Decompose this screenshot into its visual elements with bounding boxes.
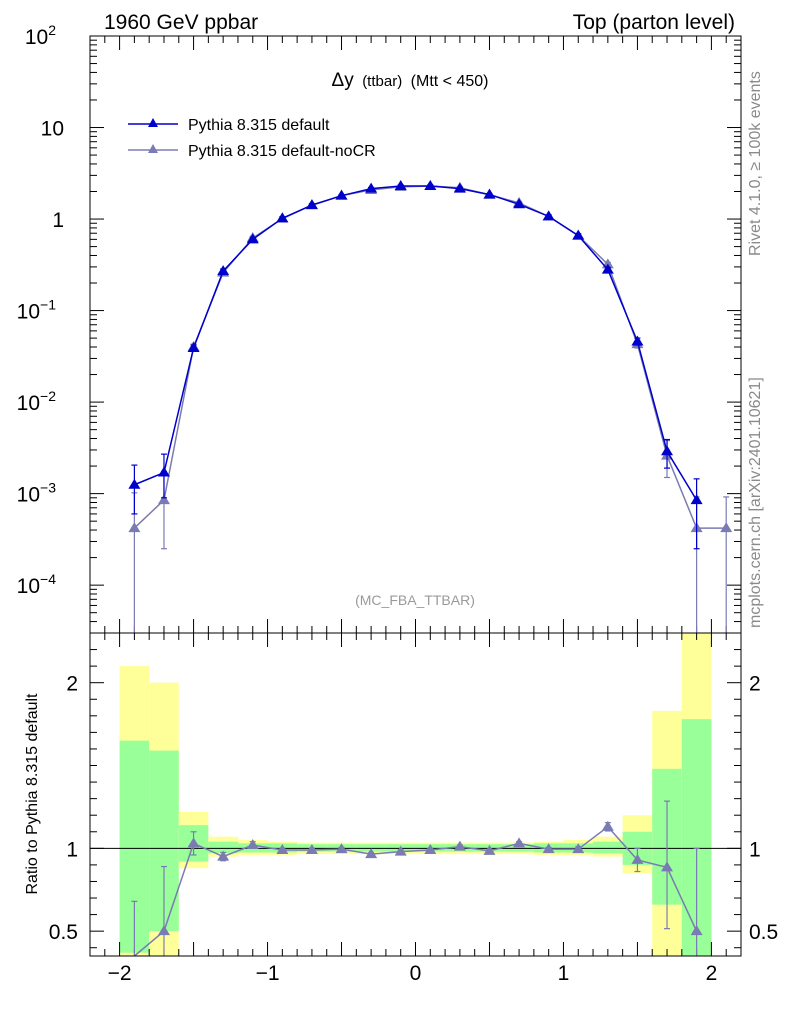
mcplots-label: mcplots.cern.ch [arXiv:2401.10621] (747, 377, 764, 628)
main-point-default (276, 212, 289, 223)
main-line-default (134, 185, 698, 501)
ratio-point (690, 925, 703, 936)
main-point-nocr (157, 494, 170, 505)
ratio-ytick-label-right: 0.5 (749, 921, 778, 944)
main-point-default (335, 189, 348, 200)
ratio-band-inner (208, 841, 238, 854)
main-ytick-label: 10−3 (17, 480, 57, 507)
ratio-series (131, 800, 703, 957)
main-ytick-label: 102 (25, 22, 56, 49)
header-left: 1960 GeV ppbar (104, 11, 258, 34)
ratio-ytick-label-right: 1 (749, 838, 761, 861)
ratio-point (661, 861, 674, 872)
ratio-point (424, 843, 437, 854)
legend-marker-default (148, 118, 158, 127)
main-point-default (187, 341, 200, 352)
main-point-default (394, 179, 407, 190)
ratio-point (394, 845, 407, 856)
main-ticks: 102 10 1 10−1 10−2 10−3 10−4 (17, 22, 742, 634)
legend-label-nocr: Pythia 8.315 default-noCR (188, 143, 376, 160)
main-point-default (690, 494, 703, 505)
plot-title: Δy (ttbar) (Mtt < 450) (332, 70, 489, 91)
main-ytick-label: 10−4 (17, 571, 57, 598)
ratio-ytick-label: 1 (66, 838, 78, 861)
main-point-default (542, 210, 555, 221)
main-point-default (601, 263, 614, 274)
main-point-nocr (720, 522, 733, 533)
main-point-default (631, 335, 644, 346)
plot-title-paren: (ttbar) (362, 73, 402, 90)
ratio-band-inner (593, 841, 623, 854)
ratio-point (513, 837, 526, 848)
main-point-default (365, 182, 378, 193)
ratio-frame (89, 632, 742, 957)
main-point-default (128, 478, 141, 489)
main-point-nocr (128, 522, 141, 533)
main-point-default (661, 445, 674, 456)
ratio-xtick-label: −2 (108, 962, 132, 985)
main-point-default (483, 188, 496, 199)
ratio-xtick-label: 2 (706, 962, 718, 985)
ratio-point (217, 850, 230, 861)
ratio-ticks: 2 2 1 1 0.5 0.5 −2 −1 0 1 2 (49, 633, 778, 985)
main-point-default (217, 265, 230, 276)
main-series (128, 179, 733, 633)
main-line-nocr (133, 185, 727, 529)
ratio-point (335, 843, 348, 854)
main-point-default (572, 229, 585, 240)
ratio-ylabel: Ratio to Pythia 8.315 default (24, 693, 41, 895)
ratio-point (187, 837, 200, 848)
ratio-point (631, 853, 644, 864)
analysis-watermark: (MC_FBA_TTBAR) (355, 592, 475, 608)
ratio-ytick-label: 0.5 (49, 921, 78, 944)
plot-title-cut: (Mtt < 450) (411, 73, 489, 90)
ratio-point (276, 843, 289, 854)
ratio-xtick-label: 0 (410, 962, 422, 985)
main-ytick-label: 10−1 (17, 297, 57, 324)
main-point-default (513, 198, 526, 209)
main-point-default (157, 466, 170, 477)
ratio-bands (119, 633, 712, 956)
ratio-point (157, 925, 170, 936)
ratio-point (365, 848, 378, 859)
rivet-label: Rivet 4.1.0, ≥ 100k events (747, 71, 764, 256)
legend-marker-nocr (148, 144, 158, 153)
ratio-point (542, 843, 555, 854)
ratio-point (572, 843, 585, 854)
main-ytick-label: 1 (52, 209, 64, 232)
main-ytick-label: 10 (41, 118, 64, 141)
ratio-point (246, 839, 259, 850)
main-point-default (424, 179, 437, 190)
main-point-default (246, 233, 259, 244)
ratio-point (453, 840, 466, 851)
ratio-xtick-label: 1 (558, 962, 570, 985)
legend: Pythia 8.315 default Pythia 8.315 defaul… (128, 117, 376, 160)
ratio-point (483, 844, 496, 855)
main-ytick-label: 10−2 (17, 388, 57, 415)
header-right: Top (parton level) (573, 11, 735, 34)
main-point-default (305, 199, 318, 210)
ratio-point (305, 843, 318, 854)
legend-label-default: Pythia 8.315 default (188, 117, 330, 134)
ratio-xtick-label: −1 (256, 962, 280, 985)
ratio-ytick-label-right: 2 (749, 673, 761, 696)
ratio-ytick-label: 2 (66, 673, 78, 696)
main-point-default (453, 182, 466, 193)
ratio-point (601, 820, 614, 831)
plot-title-delta: Δy (332, 70, 355, 91)
